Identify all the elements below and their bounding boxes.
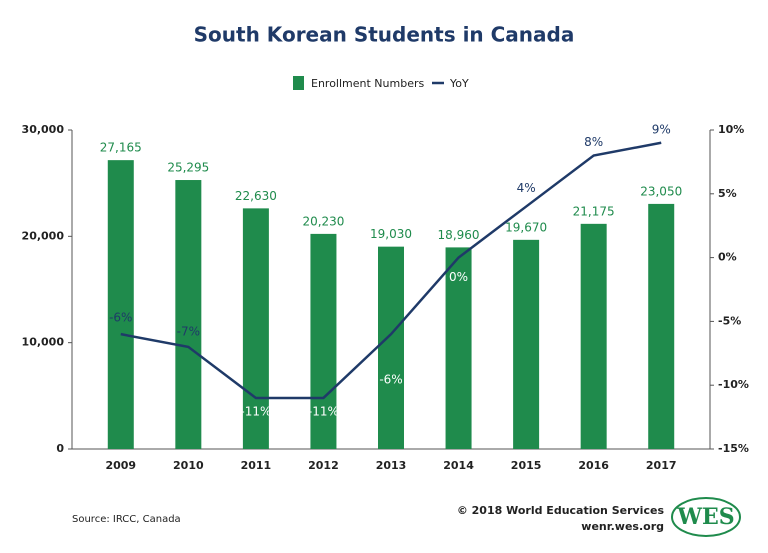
line-value-label: -11% <box>308 404 339 418</box>
logo-ring <box>671 497 741 537</box>
y-tick-label: 20,000 <box>22 229 65 242</box>
bar <box>445 247 472 449</box>
y2-tick-label: 5% <box>718 187 737 200</box>
x-tick-label: 2009 <box>105 459 136 472</box>
bar-value-label: 19,030 <box>370 227 412 241</box>
x-tick-label: 2014 <box>443 459 474 472</box>
bar <box>513 239 540 449</box>
line-value-label: -6% <box>379 373 402 387</box>
bar <box>107 160 134 449</box>
line-value-label: -6% <box>109 311 132 325</box>
x-tick-label: 2011 <box>241 459 272 472</box>
logo: WES <box>676 504 734 530</box>
x-tick-label: 2015 <box>511 459 542 472</box>
line-value-label: -11% <box>240 404 271 418</box>
bar-value-label: 25,295 <box>167 161 209 175</box>
legend-label: Enrollment Numbers <box>311 77 424 90</box>
bar-value-label: 27,165 <box>100 141 142 155</box>
bar <box>580 223 607 449</box>
bar-value-label: 20,230 <box>302 214 344 228</box>
chart-title: South Korean Students in Canada <box>194 23 575 47</box>
website: wenr.wes.org <box>581 520 664 533</box>
x-tick-label: 2010 <box>173 459 204 472</box>
y2-tick-label: 10% <box>718 123 744 136</box>
y2-tick-label: -10% <box>718 378 749 391</box>
bar <box>378 246 404 449</box>
bar <box>242 208 269 449</box>
y2-tick-label: 0% <box>718 251 737 264</box>
y-tick-label: 10,000 <box>22 336 65 349</box>
line-value-label: 4% <box>517 181 536 195</box>
bar-value-label: 18,960 <box>438 228 480 242</box>
bar <box>310 233 337 449</box>
line-value-label: 8% <box>584 135 603 149</box>
y2-tick-label: -5% <box>718 314 741 327</box>
x-tick-label: 2012 <box>308 459 339 472</box>
line-value-label: 0% <box>449 270 468 284</box>
y-tick-label: 30,000 <box>22 123 65 136</box>
bar-value-label: 19,670 <box>505 220 547 234</box>
x-tick-label: 2016 <box>578 459 609 472</box>
yoy-line <box>120 141 662 400</box>
y-tick-label: 0 <box>56 442 64 455</box>
bar <box>175 180 202 449</box>
source: Source: IRCC, Canada <box>72 514 181 525</box>
x-tick-label: 2013 <box>376 459 407 472</box>
legend-label: YoY <box>449 77 469 90</box>
x-tick-label: 2017 <box>646 459 677 472</box>
y2-tick-label: -15% <box>718 442 749 455</box>
credit: © 2018 World Education Services <box>457 504 665 517</box>
line-value-label: -7% <box>177 324 200 338</box>
bar <box>648 203 675 449</box>
bar-value-label: 22,630 <box>235 189 277 203</box>
bar-value-label: 21,175 <box>573 204 615 218</box>
legend-swatch <box>293 76 304 90</box>
bar-value-label: 23,050 <box>640 184 682 198</box>
line-value-label: 9% <box>652 122 671 136</box>
